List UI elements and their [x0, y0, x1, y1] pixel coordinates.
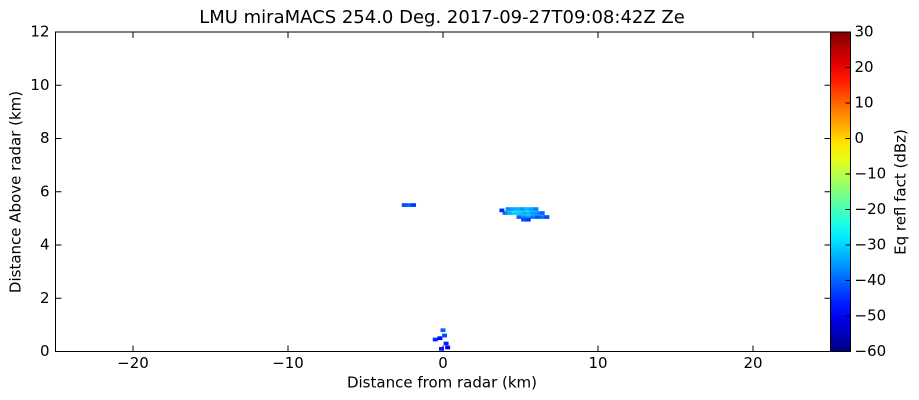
echo-cell: [533, 207, 539, 211]
colorbar-tick-label: −20: [855, 200, 887, 218]
echo-cell: [521, 211, 527, 215]
echo-cell: [530, 215, 536, 219]
echo-cell: [505, 207, 511, 211]
echo-cell: [406, 203, 412, 207]
echo-cell: [440, 328, 446, 333]
echo-cell: [519, 207, 525, 211]
x-axis-label: Distance from radar (km): [347, 374, 537, 392]
x-tick-label: 0: [438, 354, 448, 372]
x-tick-label: 20: [743, 354, 762, 372]
echo-cell: [535, 215, 541, 219]
echo-cell: [502, 211, 508, 215]
echo-cell: [445, 345, 451, 350]
y-tick-label: 12: [30, 23, 49, 41]
colorbar-tick-label: 30: [855, 23, 874, 41]
echo-cell: [524, 207, 530, 211]
echo-cell: [544, 215, 550, 219]
echo-cell: [443, 341, 449, 346]
x-tick-label: 10: [588, 354, 607, 372]
echo-cell: [437, 336, 443, 341]
colorbar-tick-label: −60: [855, 342, 887, 360]
echo-cell: [510, 207, 516, 211]
echo-cell: [514, 207, 520, 211]
echo-cell: [438, 346, 444, 351]
x-tick-label: −10: [272, 354, 304, 372]
echo-cell: [521, 217, 527, 222]
echo-cell: [525, 215, 531, 219]
chart-title: LMU miraMACS 254.0 Deg. 2017-09-27T09:08…: [199, 7, 685, 28]
colorbar-label: Eq refl fact (dBz): [892, 129, 910, 255]
x-tick-label: −20: [117, 354, 149, 372]
colorbar: [830, 31, 851, 352]
colorbar-tick-label: −40: [855, 271, 887, 289]
echo-cell: [516, 215, 522, 219]
colorbar-tick-label: 10: [855, 94, 874, 112]
echo-cell: [521, 215, 527, 219]
echo-cell: [516, 211, 522, 215]
echo-cell: [528, 207, 534, 211]
y-tick-label: 8: [40, 129, 50, 147]
y-tick-label: 4: [40, 236, 50, 254]
echo-cell: [511, 211, 517, 215]
colorbar-tick-label: −30: [855, 236, 887, 254]
echo-cell: [442, 333, 448, 338]
colorbar-tick-label: 20: [855, 58, 874, 76]
echo-cell: [401, 203, 407, 207]
echo-cell: [539, 215, 545, 219]
y-tick-label: 0: [40, 342, 50, 360]
echo-cell: [507, 211, 513, 215]
echo-cell: [525, 211, 531, 215]
y-tick-label: 2: [40, 289, 50, 307]
echo-cell: [539, 211, 545, 215]
colorbar-tick-label: −10: [855, 165, 887, 183]
echo-cell: [411, 203, 417, 207]
y-tick-label: 6: [40, 182, 50, 200]
echo-cell: [530, 211, 536, 215]
y-tick-label: 10: [30, 76, 49, 94]
echo-cell: [525, 217, 531, 222]
echo-cell: [432, 337, 438, 342]
plot-area: [55, 31, 831, 352]
colorbar-tick-label: −50: [855, 307, 887, 325]
y-axis-label: Distance Above radar (km): [7, 91, 25, 293]
echo-cell: [535, 211, 541, 215]
echo-cell: [499, 208, 505, 213]
colorbar-tick-label: 0: [855, 129, 865, 147]
